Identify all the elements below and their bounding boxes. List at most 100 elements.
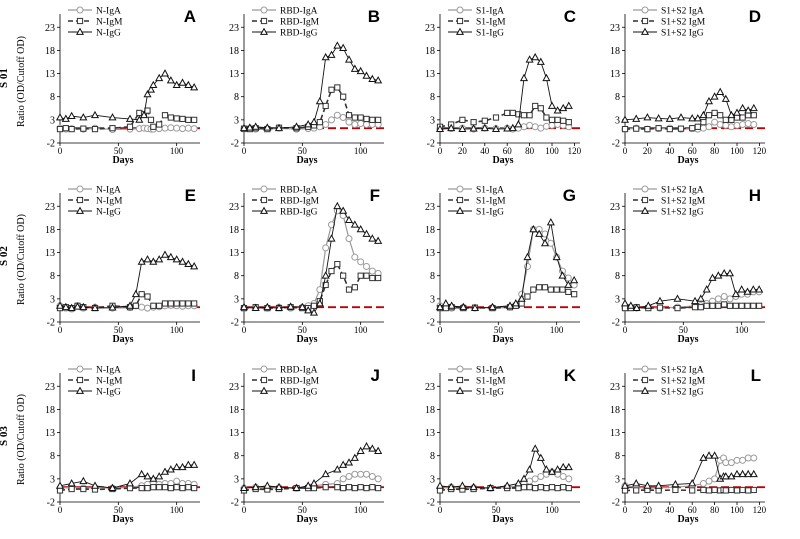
data-point <box>744 120 752 128</box>
panel-letter: D <box>749 7 761 26</box>
data-point <box>447 482 456 491</box>
data-point <box>161 112 169 119</box>
data-point <box>541 284 549 291</box>
legend-label: S1-IgA <box>476 7 504 17</box>
data-point <box>716 87 725 95</box>
x-tick-label: 100 <box>354 505 368 515</box>
data-point <box>632 114 641 122</box>
y-tick-label: 8 <box>430 271 435 282</box>
data-point <box>699 453 708 461</box>
x-axis-title: Days <box>112 155 133 166</box>
data-point <box>717 112 724 119</box>
data-point <box>68 126 75 133</box>
y-tick-label: 18 <box>45 46 55 57</box>
legend-marker <box>260 6 268 14</box>
data-point <box>292 122 301 130</box>
data-point <box>143 472 152 480</box>
data-point <box>369 274 376 282</box>
y-tick-label: 23 <box>425 202 435 213</box>
legend-label: S1+S2 IgA <box>661 186 704 196</box>
legend-label: S1-IgM <box>476 377 506 387</box>
data-point <box>654 481 663 489</box>
data-point <box>756 302 763 309</box>
legend-marker <box>641 196 649 204</box>
data-point <box>161 300 169 307</box>
data-point <box>548 484 556 491</box>
data-point <box>166 76 175 84</box>
data-point <box>239 302 249 311</box>
x-tick-label: 0 <box>242 325 247 335</box>
data-point <box>339 475 347 483</box>
data-point <box>699 124 707 132</box>
y-tick-label: 18 <box>610 405 620 416</box>
data-point <box>345 484 353 491</box>
y-tick-label: 3 <box>234 115 239 126</box>
x-tick-label: 50 <box>114 505 124 515</box>
legend-marker <box>456 185 464 193</box>
data-point <box>239 123 249 132</box>
panel-letter: E <box>185 186 196 205</box>
data-point <box>537 484 544 491</box>
data-point <box>554 485 561 492</box>
data-point <box>524 262 531 270</box>
y-tick-label: 3 <box>615 115 620 126</box>
x-tick-label: 100 <box>730 146 744 156</box>
data-point <box>739 456 747 464</box>
panel-letter: K <box>564 366 577 385</box>
data-point <box>374 475 382 483</box>
panel-F: -2 3 8 13 18 23 0 50 100 Days RBD-IgARBD-IgMRBD-Ig… <box>229 185 384 345</box>
series-n-igg <box>55 460 199 492</box>
data-point <box>525 465 534 473</box>
series-s1-s2-igg <box>620 87 758 123</box>
panel-letter: C <box>564 7 576 26</box>
x-tick-label: 0 <box>438 325 443 335</box>
legend-marker <box>75 27 85 35</box>
y-tick-label: 18 <box>229 46 239 57</box>
data-point <box>632 303 641 312</box>
data-point <box>750 454 758 462</box>
data-point <box>375 274 382 282</box>
data-point <box>351 253 359 261</box>
data-point <box>108 113 117 121</box>
data-point <box>524 293 531 300</box>
data-point <box>191 300 198 307</box>
legend-label: S1-IgA <box>476 186 504 196</box>
data-point <box>345 235 353 243</box>
data-point <box>745 487 752 494</box>
data-point <box>91 126 99 133</box>
x-tick-label: 20 <box>458 146 468 156</box>
data-point <box>173 300 180 307</box>
data-point <box>172 255 181 263</box>
data-point <box>374 76 383 84</box>
data-point <box>167 300 174 307</box>
data-point <box>321 469 330 478</box>
data-point <box>185 116 192 123</box>
data-point <box>728 486 735 494</box>
data-point <box>179 300 186 307</box>
data-point <box>375 116 382 123</box>
data-point <box>143 255 152 263</box>
data-point <box>309 117 319 126</box>
legend-label: N-IgG <box>96 388 121 398</box>
data-point <box>492 114 500 121</box>
legend-marker <box>259 206 269 214</box>
data-point <box>731 289 740 298</box>
data-point <box>167 485 174 492</box>
data-point <box>362 229 371 237</box>
x-tick-label: 100 <box>735 325 749 335</box>
y-tick-label: 3 <box>430 294 435 305</box>
legend-label: S1-IgG <box>476 388 504 398</box>
x-tick-label: 80 <box>710 505 720 515</box>
data-point <box>137 257 146 265</box>
y-tick-label: 8 <box>234 271 239 282</box>
legend-marker <box>76 365 84 373</box>
data-point <box>531 123 539 131</box>
x-axis-title: Days <box>296 334 317 345</box>
data-point <box>441 299 450 307</box>
data-point <box>374 236 383 244</box>
data-point <box>304 120 313 128</box>
